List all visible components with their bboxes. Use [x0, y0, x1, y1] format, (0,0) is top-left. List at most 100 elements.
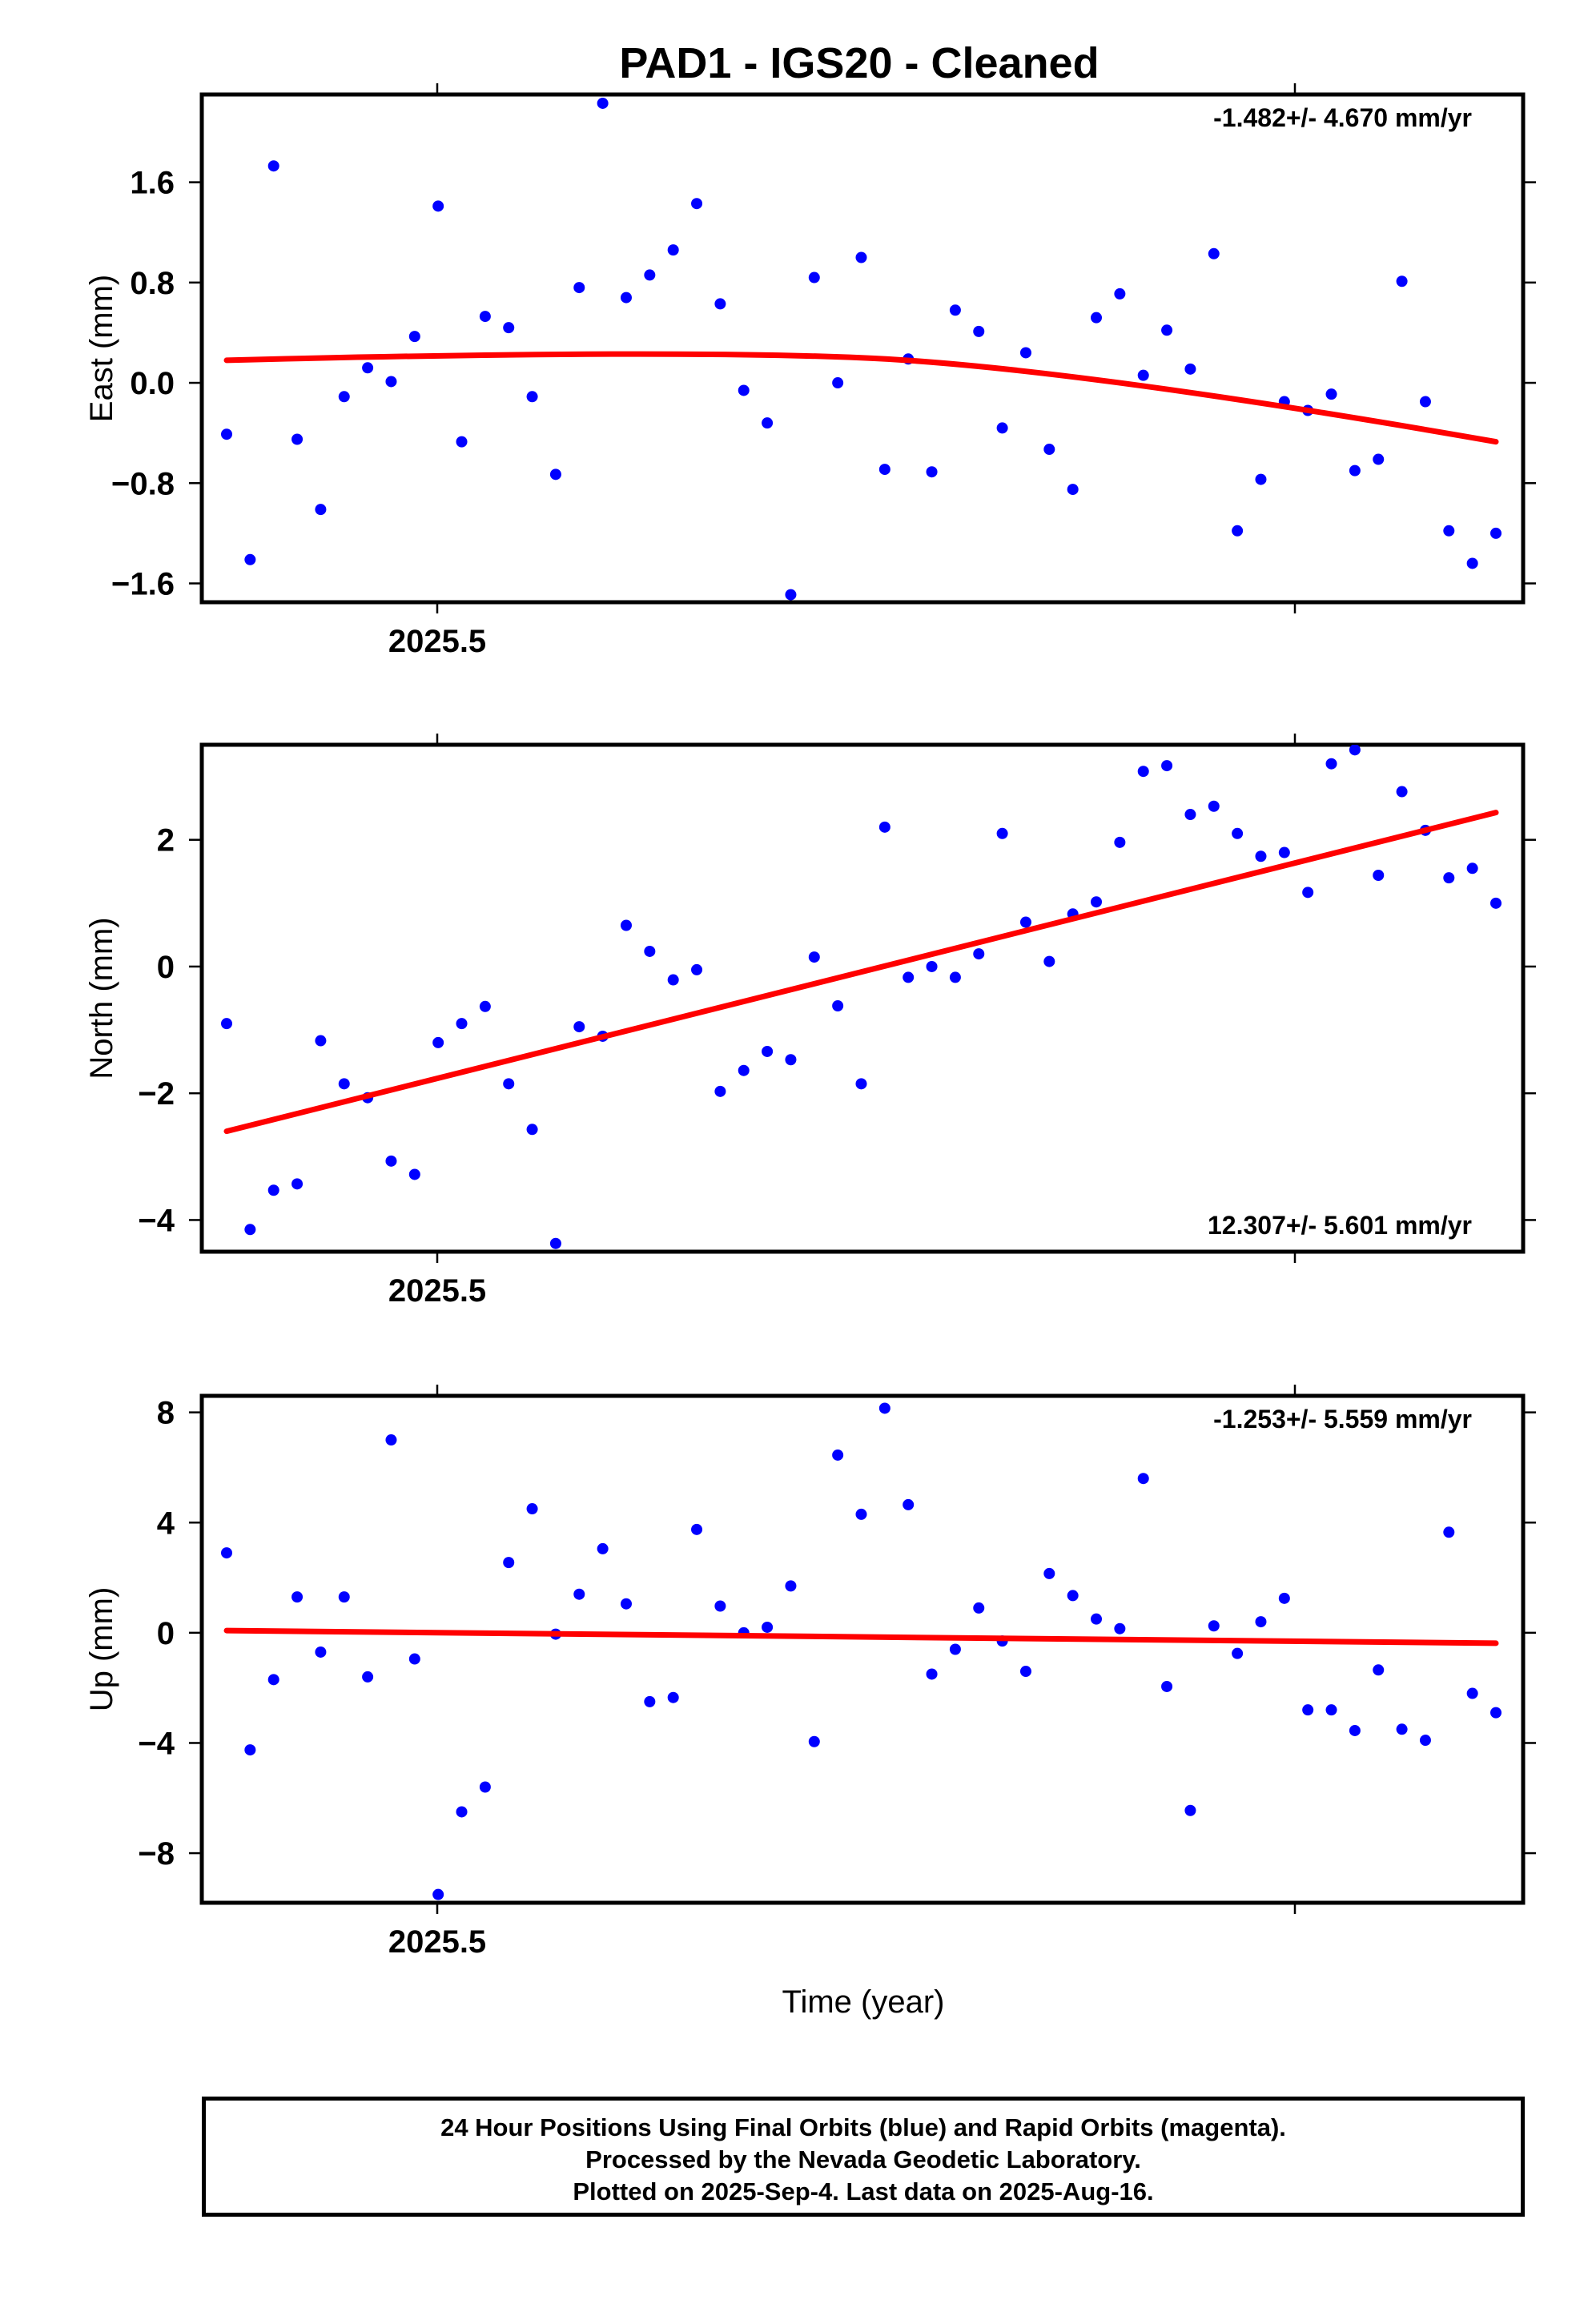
- data-point: [1161, 760, 1173, 772]
- data-point: [267, 1184, 279, 1196]
- data-point: [408, 1168, 420, 1180]
- data-point: [714, 1085, 726, 1097]
- data-point: [832, 999, 844, 1011]
- panel-3: 2025.5 −8 −4 0 4 8 Up (mm) -1.253+/- 5.559 mm/y…: [84, 1385, 1536, 1960]
- data-point: [691, 198, 703, 210]
- data-point: [714, 1600, 726, 1612]
- data-point: [1114, 287, 1126, 300]
- data-point: [315, 1035, 327, 1047]
- data-point: [1019, 347, 1031, 359]
- data-point: [1043, 1567, 1055, 1579]
- data-point: [479, 1781, 491, 1793]
- data-point: [479, 1000, 491, 1012]
- data-point: [1278, 1592, 1290, 1604]
- data-point: [903, 1498, 915, 1510]
- data-point: [1396, 275, 1408, 287]
- y-tick-label: 4: [157, 1506, 175, 1541]
- data-point: [996, 827, 1008, 839]
- data-point: [1232, 827, 1244, 839]
- x-tick-label: 2025.5: [388, 1924, 486, 1960]
- data-point: [1349, 1724, 1361, 1736]
- y-axis-label: Up (mm): [84, 1587, 119, 1712]
- data-point: [785, 589, 797, 601]
- data-point: [385, 1155, 397, 1167]
- data-point: [1278, 846, 1290, 858]
- data-point: [808, 1735, 820, 1747]
- data-point: [338, 1078, 350, 1090]
- data-point: [221, 1547, 232, 1559]
- data-point: [1255, 1616, 1267, 1628]
- data-point: [762, 417, 774, 429]
- data-point: [1184, 1804, 1196, 1816]
- data-point: [1443, 872, 1455, 884]
- data-points: [221, 97, 1502, 601]
- data-point: [1396, 786, 1408, 798]
- data-point: [1349, 464, 1361, 476]
- data-point: [878, 464, 890, 476]
- data-point: [1490, 527, 1502, 539]
- data-point: [644, 945, 656, 957]
- data-point: [1208, 1620, 1220, 1632]
- data-point: [1466, 862, 1478, 875]
- trend-line: [223, 1627, 1499, 1647]
- data-point: [1114, 1622, 1126, 1634]
- rate-label: -1.253+/- 5.559 mm/yr: [1213, 1405, 1472, 1433]
- data-point: [244, 1744, 256, 1756]
- rate-label: -1.482+/- 4.670 mm/yr: [1213, 103, 1472, 132]
- data-point: [1043, 444, 1055, 456]
- data-point: [667, 244, 679, 256]
- data-point: [620, 919, 632, 931]
- data-point: [338, 1591, 350, 1603]
- data-point: [291, 1591, 304, 1603]
- data-point: [785, 1580, 797, 1592]
- data-point: [1443, 1526, 1455, 1538]
- data-point: [855, 1078, 867, 1090]
- data-point: [667, 974, 679, 986]
- data-point: [1325, 758, 1337, 770]
- data-point: [503, 1078, 515, 1090]
- data-point: [926, 1668, 938, 1680]
- data-point: [855, 251, 867, 263]
- data-point: [1137, 1473, 1149, 1485]
- data-point: [267, 160, 279, 172]
- data-point: [1373, 869, 1385, 881]
- data-point: [691, 1523, 703, 1535]
- data-point: [1208, 247, 1220, 259]
- y-axis-label: North (mm): [84, 917, 119, 1079]
- data-point: [973, 325, 985, 337]
- data-point: [1325, 388, 1337, 400]
- data-point: [949, 1643, 961, 1655]
- data-point: [878, 1402, 890, 1414]
- y-tick-label: 1.6: [130, 166, 175, 201]
- trend-line: [223, 810, 1499, 1135]
- data-point: [1091, 312, 1103, 324]
- data-point: [1443, 525, 1455, 537]
- data-point: [549, 468, 561, 480]
- data-point: [315, 1646, 327, 1658]
- data-point: [432, 200, 444, 212]
- plot-frame: [199, 1393, 1526, 1905]
- data-point: [1466, 1687, 1478, 1699]
- data-point: [1302, 887, 1314, 899]
- data-point: [996, 422, 1008, 434]
- y-tick-label: −1.6: [111, 567, 175, 602]
- data-point: [549, 1237, 561, 1249]
- data-point: [503, 322, 515, 334]
- data-point: [573, 282, 585, 294]
- data-point: [432, 1036, 444, 1048]
- data-point: [808, 271, 820, 283]
- data-point: [973, 948, 985, 960]
- data-point: [667, 1691, 679, 1703]
- data-point: [949, 971, 961, 983]
- data-point: [1325, 1704, 1337, 1716]
- data-point: [385, 376, 397, 388]
- data-point: [1255, 473, 1267, 485]
- data-points: [221, 1402, 1502, 1900]
- data-point: [267, 1674, 279, 1686]
- y-tick-label: 8: [157, 1396, 175, 1431]
- data-point: [456, 1018, 468, 1030]
- data-point: [1161, 324, 1173, 336]
- data-point: [1019, 916, 1031, 928]
- data-point: [456, 1806, 468, 1818]
